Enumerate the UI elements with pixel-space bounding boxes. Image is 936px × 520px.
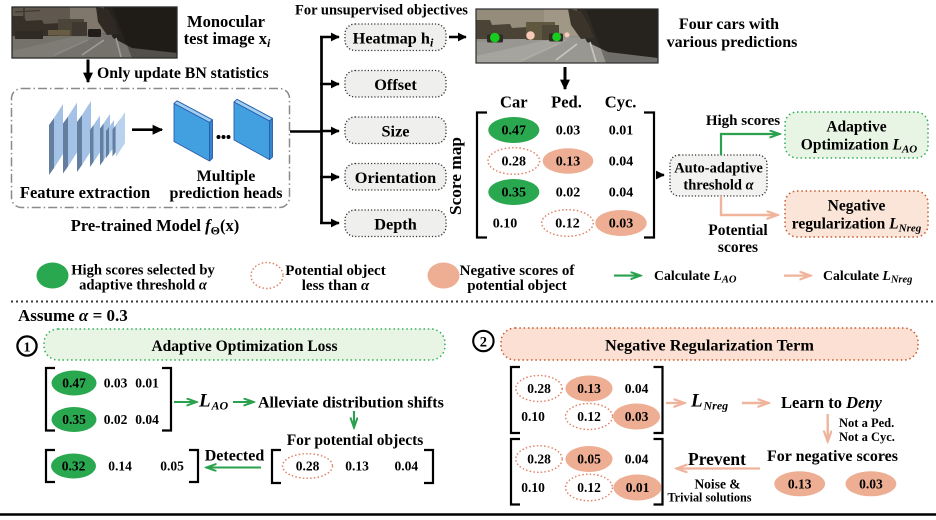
svg-text:potential object: potential object (467, 278, 567, 294)
svg-text:Heatmap hi: Heatmap hi (353, 29, 434, 50)
svg-text:Negative Regularization Term: Negative Regularization Term (605, 336, 814, 355)
svg-text:Ped.: Ped. (551, 93, 582, 112)
svg-text:0.28: 0.28 (527, 452, 551, 467)
svg-text:Auto-adaptive: Auto-adaptive (674, 161, 763, 177)
svg-text:0.13: 0.13 (577, 381, 601, 396)
svg-text:0.47: 0.47 (502, 124, 527, 139)
svg-text:Feature extraction: Feature extraction (20, 183, 150, 202)
svg-text:0.13: 0.13 (345, 459, 369, 474)
svg-text:For negative scores: For negative scores (767, 448, 898, 465)
svg-text:0.13: 0.13 (556, 155, 581, 170)
svg-text:0.35: 0.35 (502, 186, 527, 201)
svg-text:prediction heads: prediction heads (169, 185, 282, 202)
svg-text:0.02: 0.02 (556, 186, 581, 201)
svg-text:0.10: 0.10 (493, 217, 518, 232)
svg-text:Assume α = 0.3: Assume α = 0.3 (18, 306, 128, 325)
svg-text:1: 1 (24, 340, 31, 355)
svg-text:Orientation: Orientation (355, 168, 436, 187)
svg-text:Negative: Negative (828, 198, 886, 215)
svg-text:0.14: 0.14 (108, 459, 132, 474)
svg-text:0.10: 0.10 (521, 409, 545, 424)
svg-text:various predictions: various predictions (667, 34, 798, 51)
svg-text:0.04: 0.04 (609, 186, 634, 201)
svg-text:Prevent: Prevent (688, 449, 746, 469)
svg-text:High scores: High scores (706, 113, 780, 129)
svg-text:Negative scores of: Negative scores of (460, 263, 576, 279)
svg-text:High scores selected by: High scores selected by (71, 263, 215, 279)
svg-text:L: L (690, 391, 703, 412)
svg-text:Detected: Detected (205, 448, 265, 465)
svg-text:Monocular: Monocular (187, 12, 265, 31)
svg-text:Adaptive: Adaptive (826, 119, 886, 136)
svg-text:Cyc.: Cyc. (605, 93, 637, 112)
svg-text:0.04: 0.04 (394, 459, 418, 474)
svg-text:0.13: 0.13 (788, 477, 812, 492)
svg-text:less than α: less than α (302, 278, 370, 294)
svg-text:0.03: 0.03 (609, 217, 634, 232)
svg-text:Only update BN statistics: Only update BN statistics (97, 65, 269, 82)
svg-text:L: L (198, 391, 211, 412)
svg-text:0.32: 0.32 (62, 459, 86, 474)
svg-text:Calculate LAO: Calculate LAO (654, 268, 737, 286)
svg-text:Depth: Depth (374, 215, 417, 234)
svg-text:0.02: 0.02 (104, 412, 128, 427)
svg-text:0.01: 0.01 (609, 124, 634, 139)
svg-text:Car: Car (500, 93, 528, 112)
svg-text:0.10: 0.10 (521, 480, 545, 495)
svg-text:Potential: Potential (708, 222, 768, 239)
svg-text:For unsupervised objectives: For unsupervised objectives (295, 3, 468, 19)
svg-text:Multiple: Multiple (197, 168, 256, 185)
svg-text:AO: AO (211, 399, 229, 413)
svg-text:0.04: 0.04 (625, 381, 649, 396)
svg-text:Four cars with: Four cars with (679, 16, 779, 33)
svg-text:0.28: 0.28 (502, 155, 527, 170)
svg-text:0.47: 0.47 (62, 376, 86, 391)
svg-text:0.04: 0.04 (609, 155, 634, 170)
svg-text:Score map: Score map (446, 137, 465, 215)
svg-text:test image xi: test image xi (184, 29, 271, 50)
svg-text:scores: scores (718, 239, 758, 256)
svg-text:0.28: 0.28 (527, 381, 551, 396)
svg-text:adaptive threshold α: adaptive threshold α (79, 278, 208, 294)
svg-text:Noise &: Noise & (694, 477, 740, 492)
svg-text:threshold α: threshold α (683, 178, 754, 194)
svg-text:0.01: 0.01 (135, 376, 159, 391)
svg-text:Pre-trained Model fΘ(x): Pre-trained Model fΘ(x) (71, 216, 240, 238)
svg-text:Offset: Offset (374, 75, 417, 94)
svg-text:0.04: 0.04 (135, 412, 159, 427)
svg-text:Learn to Deny: Learn to Deny (781, 393, 882, 412)
svg-text:0.01: 0.01 (626, 480, 650, 495)
svg-text:0.35: 0.35 (62, 412, 86, 427)
svg-text:Adaptive Optimization Loss: Adaptive Optimization Loss (151, 338, 337, 355)
svg-text:Nreg: Nreg (703, 399, 729, 413)
svg-text:Calculate LNreg: Calculate LNreg (823, 268, 912, 286)
svg-text:0.12: 0.12 (577, 409, 601, 424)
svg-text:Trivial solutions: Trivial solutions (667, 491, 751, 505)
svg-text:0.05: 0.05 (160, 459, 184, 474)
svg-text:0.28: 0.28 (296, 459, 320, 474)
svg-text:Not a Ped.: Not a Ped. (839, 416, 894, 430)
svg-text:0.12: 0.12 (577, 480, 601, 495)
svg-text:Not a Cyc.: Not a Cyc. (839, 430, 895, 444)
svg-text:regularization LNreg: regularization LNreg (792, 216, 922, 235)
svg-text:0.03: 0.03 (556, 124, 581, 139)
svg-text:0.12: 0.12 (555, 217, 580, 232)
svg-text:Optimization LAO: Optimization LAO (801, 137, 918, 156)
svg-text:0.03: 0.03 (625, 409, 649, 424)
svg-text:0.04: 0.04 (625, 452, 649, 467)
svg-text:0.03: 0.03 (859, 477, 883, 492)
svg-text:0.05: 0.05 (577, 452, 601, 467)
svg-text:0.03: 0.03 (104, 376, 128, 391)
svg-text:For potential objects: For potential objects (287, 432, 424, 449)
svg-text:Size: Size (381, 122, 409, 141)
svg-text:Potential object: Potential object (285, 263, 385, 279)
svg-text:Alleviate distribution shifts: Alleviate distribution shifts (258, 395, 444, 412)
svg-text:2: 2 (480, 335, 487, 351)
